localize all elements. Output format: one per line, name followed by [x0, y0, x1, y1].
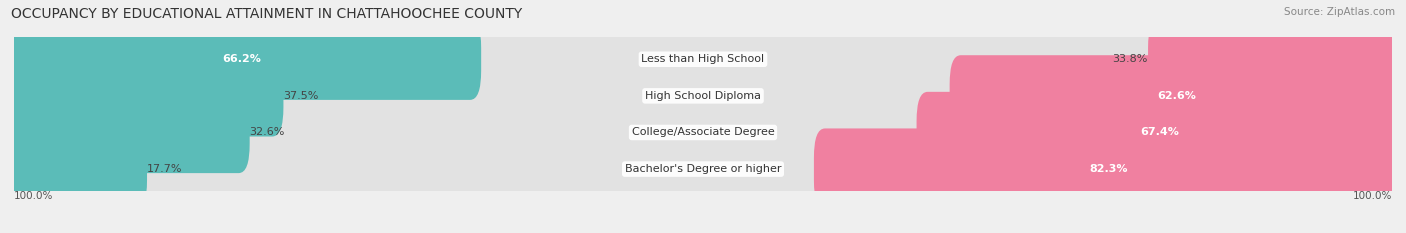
- FancyBboxPatch shape: [3, 19, 481, 100]
- FancyBboxPatch shape: [3, 55, 1403, 137]
- FancyBboxPatch shape: [949, 55, 1403, 137]
- Text: Bachelor's Degree or higher: Bachelor's Degree or higher: [624, 164, 782, 174]
- Text: 37.5%: 37.5%: [284, 91, 319, 101]
- Text: 62.6%: 62.6%: [1157, 91, 1195, 101]
- FancyBboxPatch shape: [3, 19, 1403, 100]
- Text: 100.0%: 100.0%: [1353, 191, 1392, 201]
- Text: 66.2%: 66.2%: [222, 54, 262, 64]
- Text: 17.7%: 17.7%: [148, 164, 183, 174]
- FancyBboxPatch shape: [917, 92, 1403, 173]
- FancyBboxPatch shape: [3, 55, 284, 137]
- Text: 33.8%: 33.8%: [1112, 54, 1149, 64]
- Text: 67.4%: 67.4%: [1140, 127, 1180, 137]
- FancyBboxPatch shape: [3, 92, 250, 173]
- FancyBboxPatch shape: [3, 92, 1403, 173]
- Text: High School Diploma: High School Diploma: [645, 91, 761, 101]
- Text: Less than High School: Less than High School: [641, 54, 765, 64]
- Text: 100.0%: 100.0%: [14, 191, 53, 201]
- Text: Source: ZipAtlas.com: Source: ZipAtlas.com: [1284, 7, 1395, 17]
- FancyBboxPatch shape: [3, 128, 1403, 210]
- FancyBboxPatch shape: [3, 128, 148, 210]
- Text: College/Associate Degree: College/Associate Degree: [631, 127, 775, 137]
- FancyBboxPatch shape: [814, 128, 1403, 210]
- FancyBboxPatch shape: [1149, 19, 1403, 100]
- Text: OCCUPANCY BY EDUCATIONAL ATTAINMENT IN CHATTAHOOCHEE COUNTY: OCCUPANCY BY EDUCATIONAL ATTAINMENT IN C…: [11, 7, 523, 21]
- Text: 32.6%: 32.6%: [250, 127, 285, 137]
- Text: 82.3%: 82.3%: [1090, 164, 1128, 174]
